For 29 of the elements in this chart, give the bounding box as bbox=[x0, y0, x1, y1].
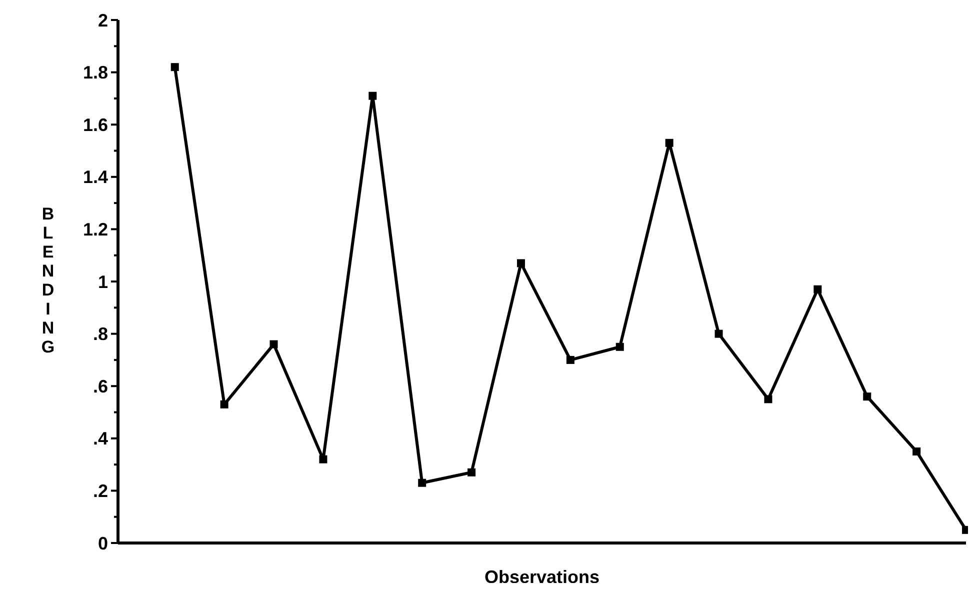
y-axis-title: BLENDING bbox=[41, 204, 55, 356]
point bbox=[764, 395, 772, 404]
point bbox=[616, 342, 624, 351]
point bbox=[814, 285, 822, 294]
point bbox=[368, 92, 377, 100]
point bbox=[863, 392, 872, 401]
y-tick-label: 1.6 bbox=[82, 114, 108, 135]
point bbox=[665, 138, 674, 147]
y-tick-label: 1 bbox=[98, 272, 108, 292]
point bbox=[220, 400, 228, 408]
point bbox=[319, 455, 328, 464]
point bbox=[714, 330, 723, 338]
point bbox=[516, 259, 525, 268]
point bbox=[270, 340, 278, 348]
y-tick-label: .6 bbox=[92, 376, 108, 396]
y-tick-label: 1.8 bbox=[82, 62, 108, 83]
y-tick-label: 1.2 bbox=[82, 220, 108, 240]
point bbox=[170, 63, 179, 72]
point bbox=[418, 478, 426, 487]
y-tick-label: .8 bbox=[92, 324, 108, 344]
point bbox=[566, 356, 574, 364]
y-tick-label: 1.4 bbox=[82, 167, 108, 188]
y-tick-label: 0 bbox=[98, 533, 108, 554]
y-tick-label: 2 bbox=[98, 10, 108, 30]
x-axis-title: Observations bbox=[484, 567, 600, 587]
point bbox=[912, 447, 921, 456]
y-tick-label: .2 bbox=[92, 481, 108, 501]
y-tick-label: .4 bbox=[92, 428, 108, 449]
point bbox=[468, 468, 476, 476]
